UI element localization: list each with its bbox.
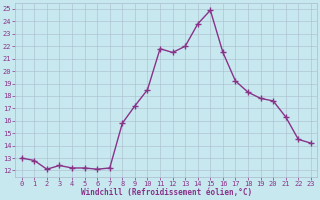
X-axis label: Windchill (Refroidissement éolien,°C): Windchill (Refroidissement éolien,°C) xyxy=(81,188,252,197)
